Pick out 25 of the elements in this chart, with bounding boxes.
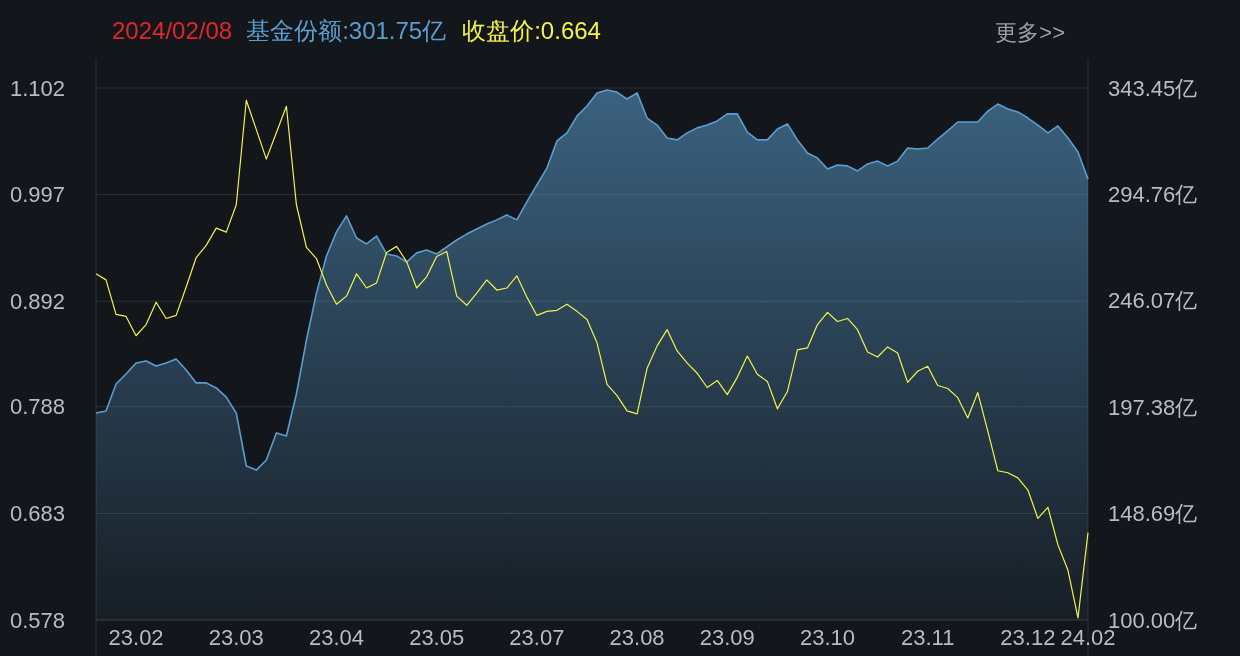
y-tick-label: 0.578 [10,607,66,633]
y2-tick-label: 294.76亿 [1108,181,1198,207]
x-tick-label: 23.08 [609,624,665,650]
y2-tick-label: 148.69亿 [1108,501,1198,527]
text: 收盘价:0.664 [462,16,601,44]
y-tick-label: 0.892 [10,288,66,314]
text: 更多>> [995,19,1065,45]
y-tick-label: 0.997 [10,182,66,208]
y-tick-label: 0.788 [10,394,66,420]
y2-tick-label: 197.38亿 [1108,394,1198,420]
y-tick-label: 0.683 [10,500,66,526]
x-tick-label: 23.07 [509,624,565,650]
x-tick-label: 23.12 [1000,624,1056,650]
y2-tick-label: 246.07亿 [1108,288,1198,314]
x-tick-label: 23.04 [308,624,365,650]
x-tick-label: 23.09 [699,624,755,650]
chart-title: 2024/02/08 [112,16,233,44]
x-tick-label: 23.03 [208,624,264,650]
x-tick-label: 23.11 [900,624,955,650]
x-tick-label: 23.02 [108,624,164,650]
text: 基金份额:301.75亿 [246,16,447,44]
y2-tick-label: 343.45亿 [1108,75,1198,101]
x-tick-label: 23.05 [409,624,465,650]
y-tick-label: 1.102 [10,75,66,101]
x-tick-label: 23.10 [799,624,856,650]
